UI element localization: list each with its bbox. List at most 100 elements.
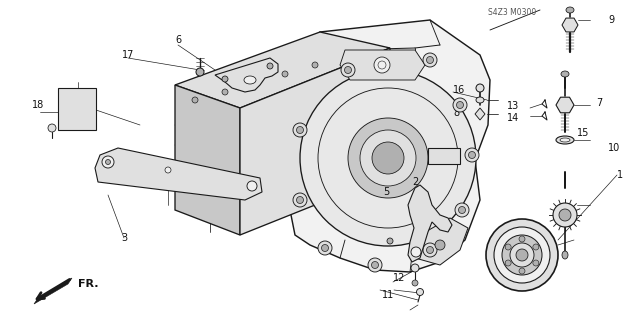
Circle shape [533,260,539,266]
Bar [58,88,96,130]
Text: 18: 18 [32,100,44,110]
Text: 10: 10 [608,143,620,153]
Circle shape [553,203,577,227]
Circle shape [252,80,258,86]
Circle shape [516,249,528,261]
Circle shape [455,203,469,217]
Circle shape [505,244,511,250]
Text: 15: 15 [577,128,589,138]
Text: 8: 8 [453,108,459,118]
Circle shape [368,258,382,272]
Ellipse shape [566,7,574,13]
Circle shape [341,63,355,77]
Polygon shape [556,97,574,113]
Circle shape [282,71,288,77]
Circle shape [423,243,437,257]
Text: 11: 11 [382,290,394,300]
Ellipse shape [562,251,568,259]
Text: 5: 5 [383,187,389,197]
Polygon shape [340,50,425,80]
Circle shape [293,193,307,207]
Circle shape [296,197,303,204]
Text: 7: 7 [596,98,602,108]
Circle shape [559,209,571,221]
Circle shape [417,288,424,295]
Polygon shape [415,218,468,265]
Circle shape [348,118,428,198]
Circle shape [426,56,433,63]
Circle shape [453,98,467,112]
Polygon shape [175,32,390,108]
Text: 14: 14 [507,113,519,123]
Circle shape [267,63,273,69]
Circle shape [48,124,56,132]
Circle shape [510,243,534,267]
Polygon shape [175,85,240,235]
Polygon shape [562,18,578,32]
Circle shape [423,53,437,67]
Text: 13: 13 [507,101,519,111]
Circle shape [411,264,419,272]
Ellipse shape [476,97,484,103]
Text: S4Z3 M0300: S4Z3 M0300 [488,8,536,17]
Text: 4: 4 [59,95,65,105]
Ellipse shape [556,136,574,144]
Circle shape [371,262,378,269]
Circle shape [247,181,257,191]
Circle shape [387,238,393,244]
Text: 6: 6 [175,35,181,45]
Circle shape [502,235,542,275]
Polygon shape [95,148,262,200]
Text: 16: 16 [453,85,465,95]
Circle shape [486,219,558,291]
Circle shape [344,66,351,73]
Circle shape [426,247,433,254]
Circle shape [458,206,465,213]
Circle shape [465,148,479,162]
Text: 17: 17 [122,50,134,60]
Circle shape [476,84,484,92]
Circle shape [192,97,198,103]
Ellipse shape [560,138,570,142]
Circle shape [321,244,328,251]
Circle shape [519,236,525,242]
Circle shape [456,101,463,108]
Circle shape [312,62,318,68]
Circle shape [505,260,511,266]
Text: 3: 3 [121,233,127,243]
Circle shape [411,247,421,257]
Circle shape [106,160,111,165]
Text: 2: 2 [412,177,419,187]
Circle shape [494,227,550,283]
Polygon shape [285,20,490,272]
Ellipse shape [244,76,256,84]
Polygon shape [408,185,452,262]
Polygon shape [475,108,485,120]
Circle shape [360,130,416,186]
Circle shape [165,167,171,173]
Circle shape [374,57,390,73]
Circle shape [435,240,445,250]
Circle shape [102,156,114,168]
Circle shape [293,123,307,137]
Circle shape [468,152,476,159]
Polygon shape [240,48,390,235]
Circle shape [533,244,539,250]
Circle shape [222,89,228,95]
Text: FR.: FR. [77,279,99,289]
Polygon shape [34,278,72,304]
Text: 12: 12 [393,273,405,283]
Text: 9: 9 [608,15,614,25]
Circle shape [372,142,404,174]
Circle shape [412,280,418,286]
Text: 1: 1 [617,170,623,180]
Bar [428,148,460,164]
Circle shape [222,76,228,82]
Circle shape [300,70,476,246]
Ellipse shape [561,71,569,77]
Circle shape [296,127,303,133]
Circle shape [318,241,332,255]
Circle shape [519,268,525,274]
Circle shape [196,68,204,76]
Polygon shape [215,58,278,92]
